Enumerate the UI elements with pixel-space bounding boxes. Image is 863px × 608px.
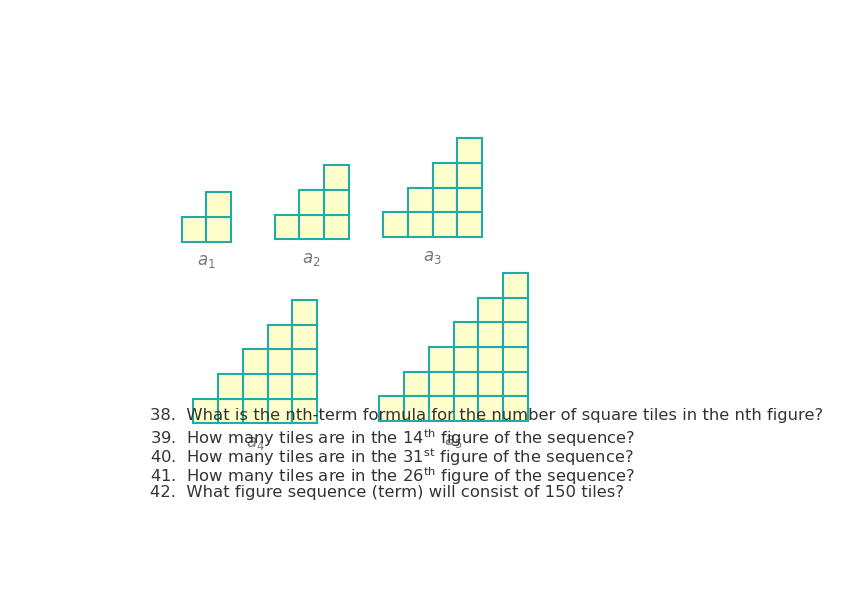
Bar — [268, 399, 293, 423]
Bar — [293, 325, 317, 350]
Bar — [404, 396, 429, 421]
Bar — [429, 371, 454, 396]
Bar — [503, 273, 528, 298]
Bar — [454, 322, 478, 347]
Bar — [503, 322, 528, 347]
Bar — [457, 139, 482, 163]
Text: $a_{1}$: $a_{1}$ — [197, 253, 216, 270]
Bar — [293, 350, 317, 374]
Bar — [478, 298, 503, 322]
Bar — [293, 399, 317, 423]
Bar — [408, 188, 432, 212]
Bar — [181, 217, 206, 241]
Text: $a_{2}$: $a_{2}$ — [302, 251, 321, 268]
Text: 40.  How many tiles are in the 31$^{\mathrm{st}}$ figure of the sequence?: 40. How many tiles are in the 31$^{\math… — [150, 446, 634, 468]
Bar — [324, 215, 349, 240]
Bar — [243, 374, 268, 399]
Bar — [478, 396, 503, 421]
Bar — [274, 215, 299, 240]
Bar — [193, 399, 218, 423]
Bar — [503, 298, 528, 322]
Bar — [432, 212, 457, 237]
Bar — [293, 374, 317, 399]
Bar — [218, 399, 243, 423]
Bar — [454, 347, 478, 371]
Bar — [299, 190, 324, 215]
Bar — [293, 300, 317, 325]
Text: 39.  How many tiles are in the 14$^{\mathrm{th}}$ figure of the sequence?: 39. How many tiles are in the 14$^{\math… — [150, 427, 636, 449]
Bar — [268, 350, 293, 374]
Text: $a_{5}$: $a_{5}$ — [444, 432, 463, 449]
Bar — [268, 374, 293, 399]
Bar — [503, 396, 528, 421]
Bar — [404, 371, 429, 396]
Bar — [478, 347, 503, 371]
Bar — [503, 371, 528, 396]
Text: 41.  How many tiles are in the 26$^{\mathrm{th}}$ figure of the sequence?: 41. How many tiles are in the 26$^{\math… — [150, 466, 636, 488]
Bar — [503, 347, 528, 371]
Bar — [429, 396, 454, 421]
Bar — [299, 215, 324, 240]
Text: 42.  What figure sequence (term) will consist of 150 tiles?: 42. What figure sequence (term) will con… — [150, 485, 625, 500]
Bar — [408, 212, 432, 237]
Bar — [206, 217, 231, 241]
Bar — [429, 347, 454, 371]
Text: 38.  What is the nth-term formula for the number of square tiles in the nth figu: 38. What is the nth-term formula for the… — [150, 408, 823, 423]
Bar — [243, 350, 268, 374]
Bar — [243, 399, 268, 423]
Bar — [383, 212, 408, 237]
Bar — [432, 163, 457, 188]
Bar — [324, 165, 349, 190]
Bar — [478, 371, 503, 396]
Bar — [457, 212, 482, 237]
Bar — [379, 396, 404, 421]
Bar — [206, 192, 231, 217]
Bar — [432, 188, 457, 212]
Bar — [454, 371, 478, 396]
Bar — [478, 322, 503, 347]
Bar — [457, 188, 482, 212]
Text: $a_{4}$: $a_{4}$ — [246, 435, 265, 452]
Bar — [454, 396, 478, 421]
Bar — [268, 325, 293, 350]
Bar — [218, 374, 243, 399]
Text: $a_{3}$: $a_{3}$ — [423, 249, 442, 266]
Bar — [324, 190, 349, 215]
Bar — [457, 163, 482, 188]
